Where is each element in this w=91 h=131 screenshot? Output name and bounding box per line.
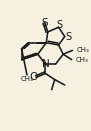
Text: S: S [66,32,72,42]
Text: O: O [29,72,37,82]
Text: CH₃: CH₃ [21,76,33,82]
Text: CH₃: CH₃ [76,57,88,63]
Text: CH₃: CH₃ [76,47,89,53]
Text: N: N [42,59,49,69]
Text: S: S [41,18,48,28]
Text: S: S [56,20,62,30]
